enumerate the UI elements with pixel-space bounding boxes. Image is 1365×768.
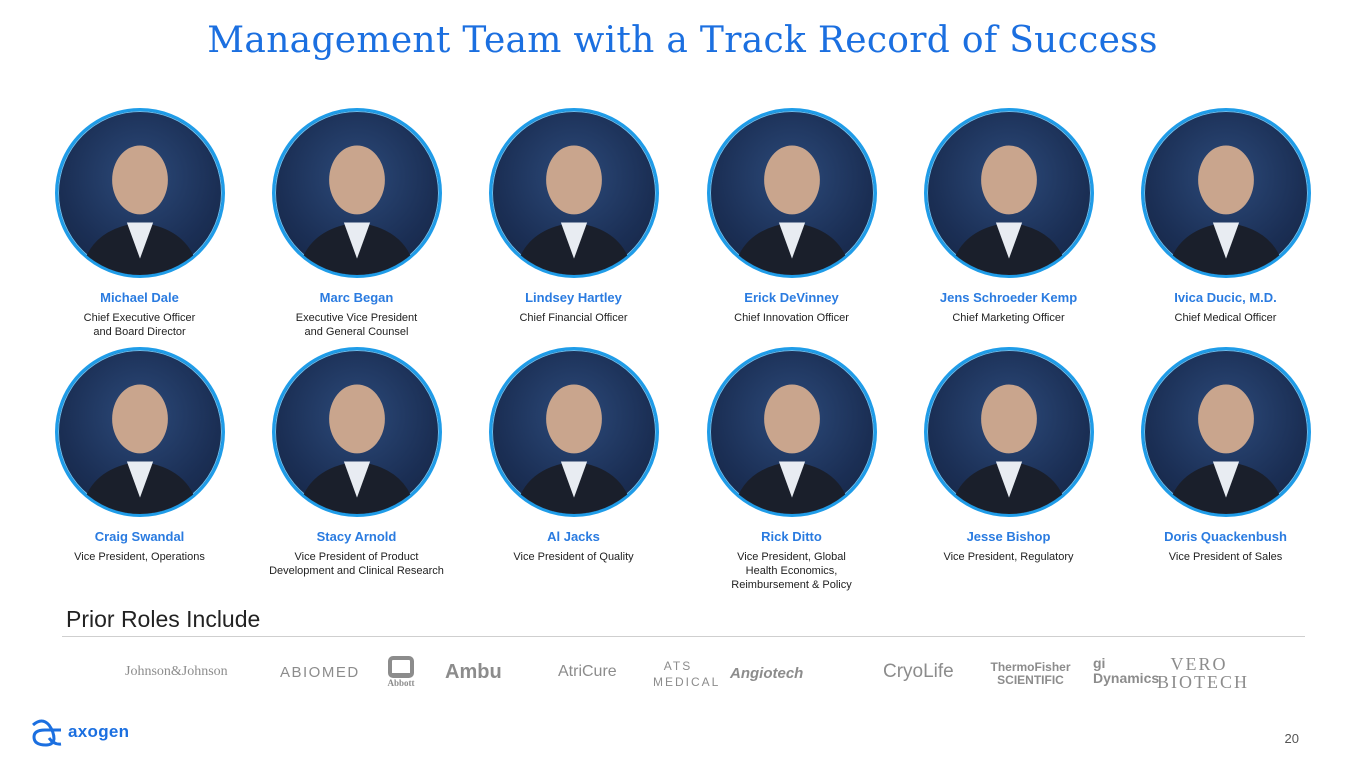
member-role: Vice President of Product Development an… [269, 551, 444, 577]
member-name: Rick Ditto [761, 529, 822, 544]
person-silhouette-icon [732, 384, 851, 514]
team-member-card: Marc Began Executive Vice President and G… [248, 108, 465, 339]
member-name: Craig Swandal [94, 529, 185, 544]
prior-roles-heading: Prior Roles Include [66, 606, 261, 632]
headshot-photo [1140, 108, 1311, 278]
member-role: Vice President, Regulatory [943, 551, 1074, 563]
logo-cryolife: CryoLife [883, 661, 954, 682]
member-name: Lindsey Hartley [525, 290, 622, 305]
team-member-card: Craig Swandal Vice President, Operations [31, 347, 248, 564]
headshot-photo [488, 108, 659, 278]
member-role: Vice President, Global Health Economics,… [731, 551, 852, 591]
member-role: Vice President of Sales [1168, 551, 1283, 563]
logo-abbott-text: Abbott [387, 678, 415, 688]
person-silhouette-icon [80, 145, 199, 275]
headshot-photo [706, 347, 877, 517]
logo-thermofisher: ThermoFisher SCIENTIFIC [990, 660, 1071, 687]
team-member-card: Jens Schroeder Kemp Chief Marketing Offic… [900, 108, 1117, 325]
team-member-card: Ivica Ducic, M.D. Chief Medical Officer [1117, 108, 1334, 325]
person-silhouette-icon [297, 384, 416, 514]
headshot-photo [923, 108, 1094, 278]
headshot-photo [271, 347, 442, 517]
member-name: Erick DeVinney [744, 290, 839, 305]
logo-johnson-johnson: Johnson&Johnson [125, 664, 228, 679]
person-silhouette-icon [1166, 145, 1285, 275]
axogen-wordmark: axogen [68, 722, 130, 741]
page-number: 20 [1284, 731, 1299, 746]
member-name: Michael Dale [100, 290, 179, 305]
team-member-card: Michael Dale Chief Executive Officer and … [31, 108, 248, 339]
member-name: Jens Schroeder Kemp [939, 290, 1078, 305]
member-role: Chief Marketing Officer [952, 312, 1065, 324]
person-silhouette-icon [949, 145, 1068, 275]
team-member-card: Erick DeVinney Chief Innovation Officer [683, 108, 900, 325]
member-name: Doris Quackenbush [1164, 529, 1287, 544]
member-role: Vice President of Quality [513, 551, 634, 563]
headshot-photo [923, 347, 1094, 517]
member-name: Marc Began [319, 290, 394, 305]
member-role: Chief Medical Officer [1174, 312, 1277, 324]
divider [62, 636, 1305, 637]
logo-abiomed: ABIOMED [280, 664, 360, 681]
axogen-logo: axogen [30, 717, 129, 747]
headshot-photo [488, 347, 659, 517]
team-member-card: Rick Ditto Vice President, Global Health … [683, 347, 900, 592]
member-role: Chief Executive Officer and Board Direct… [83, 312, 196, 338]
logo-angiotech: Angiotech [730, 665, 804, 682]
person-silhouette-icon [80, 384, 199, 514]
team-member-card: Jesse Bishop Vice President, Regulatory [900, 347, 1117, 564]
headshot-photo [54, 347, 225, 517]
team-member-card: Lindsey Hartley Chief Financial Officer [465, 108, 682, 325]
logo-atricure: AtriCure [558, 663, 617, 680]
team-member-card: Doris Quackenbush Vice President of Sales [1117, 347, 1334, 564]
member-role: Executive Vice President and General Cou… [295, 312, 418, 338]
person-silhouette-icon [297, 145, 416, 275]
logo-abbott: Abbott [383, 656, 419, 688]
member-name: Ivica Ducic, M.D. [1174, 290, 1277, 305]
team-member-card: Stacy Arnold Vice President of Product De… [248, 347, 465, 578]
member-name: Al Jacks [547, 529, 600, 544]
headshot-photo [54, 108, 225, 278]
axogen-mark-icon [32, 719, 62, 747]
member-role: Chief Financial Officer [519, 312, 628, 324]
member-role: Chief Innovation Officer [734, 312, 849, 324]
headshot-photo [706, 108, 877, 278]
person-silhouette-icon [514, 145, 633, 275]
headshot-photo [1140, 347, 1311, 517]
slide-title: Management Team with a Track Record of S… [207, 20, 1158, 61]
logo-vero-biotech: VERO BIOTECH [1157, 654, 1249, 692]
person-silhouette-icon [514, 384, 633, 514]
prior-company-logos: Johnson&Johnson ABIOMED Abbott Ambu Atri… [110, 650, 1260, 695]
headshot-photo [271, 108, 442, 278]
member-role: Vice President, Operations [74, 551, 205, 563]
person-silhouette-icon [949, 384, 1068, 514]
team-member-card: Al Jacks Vice President of Quality [465, 347, 682, 564]
member-name: Stacy Arnold [316, 529, 397, 544]
person-silhouette-icon [1166, 384, 1285, 514]
logo-ambu: Ambu [445, 661, 502, 683]
person-silhouette-icon [732, 145, 851, 275]
logo-ats-medical: ATS MEDICAL [653, 659, 721, 689]
logo-gi-dynamics: gi Dynamics [1093, 655, 1160, 686]
member-name: Jesse Bishop [966, 529, 1051, 544]
